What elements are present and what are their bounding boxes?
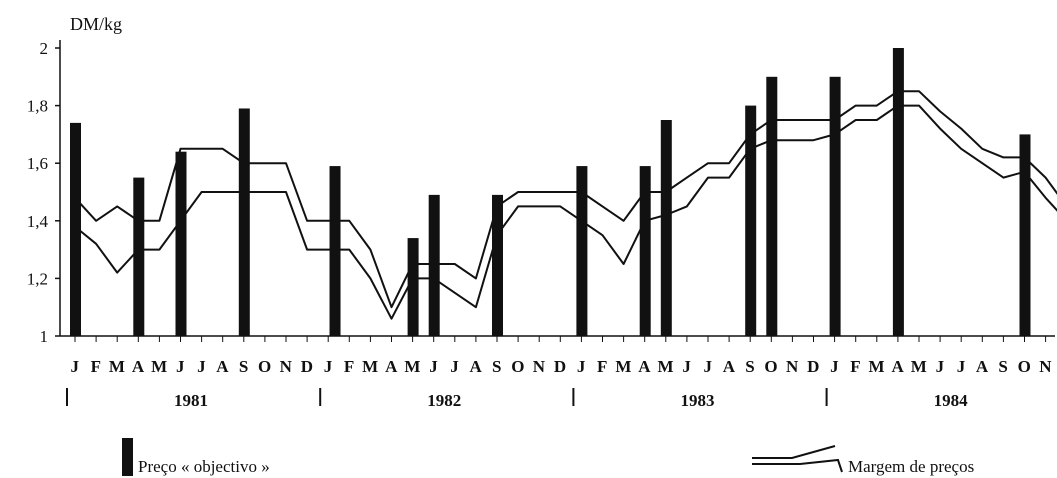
month-label: S [239,357,249,376]
month-label: D [807,357,820,376]
target-price-bar [1019,134,1031,336]
target-price-bar [238,108,250,336]
month-label: A [470,357,483,376]
y-axis-unit-label: DM/kg [70,14,122,34]
month-label: J [957,357,966,376]
target-price-bar [175,151,187,336]
month-label: F [344,357,355,376]
month-label: F [850,357,861,376]
month-label: M [911,357,928,376]
target-price-bar [892,48,904,336]
legend-band-swatch-lower [752,458,843,473]
month-label: F [597,357,608,376]
month-label: A [892,357,905,376]
month-label: D [301,357,314,376]
month-label: M [362,357,379,376]
month-label: J [324,357,333,376]
month-label: J [830,357,839,376]
month-label: N [786,357,799,376]
month-label: F [91,357,102,376]
y-tick-label: 1,4 [27,212,49,231]
month-label: A [216,357,229,376]
target-price-bar [428,194,440,336]
month-label: A [723,357,736,376]
month-label: O [764,357,778,376]
legend-bar-swatch [122,438,133,476]
target-price-bar [576,166,588,336]
month-label: N [280,357,293,376]
target-price-bar [492,194,503,336]
band-lower-line [74,104,1057,320]
legend: Preço « objectivo » Margem de preços [122,438,974,476]
month-label: S [998,357,1008,376]
target-price-bar [745,105,757,336]
month-label: M [109,357,126,376]
target-price-bar [766,76,778,337]
y-tick-label: 1,6 [27,154,48,173]
month-label: J [936,357,945,376]
month-label: J [197,357,206,376]
month-label: O [511,357,525,376]
band-upper-line [74,90,1057,309]
month-label: J [704,357,713,376]
month-label: J [682,357,691,376]
year-label: 1983 [680,391,714,410]
month-label: M [615,357,632,376]
y-tick-label: 1,2 [27,269,48,288]
month-label: M [404,357,421,376]
target-price-bar [407,238,419,336]
month-label: M [151,357,168,376]
year-label: 1982 [427,391,461,410]
month-label: M [658,357,675,376]
month-label: A [638,357,651,376]
legend-bar-label: Preço « objectivo » [138,457,270,476]
y-tick-label: 1,8 [27,97,48,116]
y-tick-label: 1 [40,327,49,346]
year-label: 1981 [174,391,208,410]
month-label: N [1039,357,1052,376]
target-price-bar [660,120,672,336]
month-label: J [577,357,586,376]
month-label: A [976,357,989,376]
target-price-bar [70,122,81,336]
year-label: 1984 [934,391,969,410]
month-label: S [492,357,502,376]
y-axis: 1 1,2 1,4 1,6 1,8 2 [27,39,61,346]
legend-band-swatch-upper [752,445,836,459]
month-label: J [176,357,185,376]
month-label: N [533,357,546,376]
month-label: J [450,357,459,376]
target-price-bar [829,76,841,337]
legend-band-label: Margem de preços [848,457,974,476]
month-label: A [132,357,145,376]
target-price-bar [133,177,145,336]
target-price-bars [70,48,1031,337]
y-tick-label: 2 [40,39,49,58]
month-label: S [745,357,755,376]
month-label: O [1018,357,1032,376]
month-label: J [429,357,438,376]
month-label: O [258,357,272,376]
month-label: D [554,357,567,376]
month-label: J [71,357,80,376]
price-margin-band [74,90,1057,320]
target-price-bar [639,166,651,336]
target-price-bar [329,166,341,336]
month-label: A [385,357,398,376]
month-label: M [869,357,886,376]
